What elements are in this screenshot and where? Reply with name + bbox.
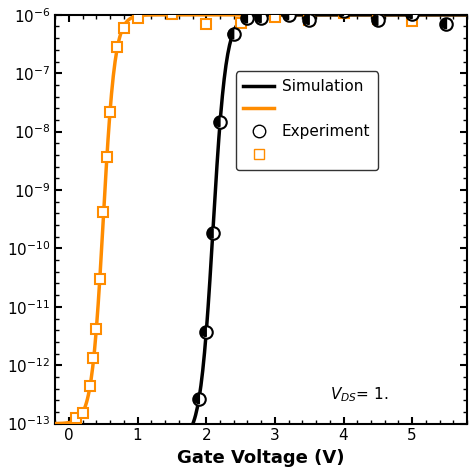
Polygon shape: [242, 13, 247, 23]
Polygon shape: [201, 327, 206, 337]
Polygon shape: [269, 1, 275, 11]
Polygon shape: [180, 430, 186, 440]
Polygon shape: [255, 13, 261, 22]
Polygon shape: [441, 19, 447, 28]
Polygon shape: [338, 6, 344, 16]
Polygon shape: [373, 16, 378, 25]
Polygon shape: [407, 9, 412, 18]
Polygon shape: [187, 427, 192, 436]
Polygon shape: [173, 436, 179, 445]
Polygon shape: [208, 228, 213, 238]
Polygon shape: [228, 29, 234, 39]
Polygon shape: [194, 394, 200, 403]
Text: $V_{DS}$= 1.: $V_{DS}$= 1.: [330, 385, 388, 404]
Polygon shape: [304, 15, 309, 24]
Legend: Simulation, , Experiment, : Simulation, , Experiment,: [236, 72, 378, 170]
X-axis label: Gate Voltage (V): Gate Voltage (V): [177, 449, 345, 467]
Polygon shape: [214, 117, 220, 127]
Polygon shape: [283, 10, 289, 19]
